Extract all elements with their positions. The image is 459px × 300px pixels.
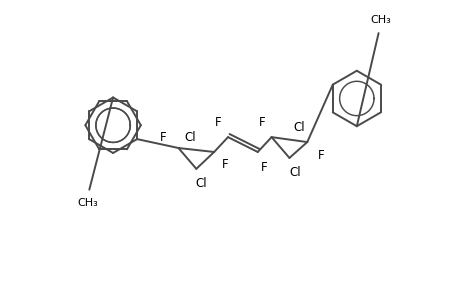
Text: F: F [221,158,228,171]
Text: F: F [160,130,167,144]
Text: F: F [317,149,324,162]
Text: F: F [261,161,268,174]
Text: CH₃: CH₃ [369,15,390,25]
Text: CH₃: CH₃ [77,198,97,208]
Text: F: F [258,116,264,129]
Text: F: F [214,116,221,129]
Text: Cl: Cl [293,121,304,134]
Text: Cl: Cl [184,130,196,144]
Text: Cl: Cl [195,177,207,190]
Text: Cl: Cl [289,166,301,179]
